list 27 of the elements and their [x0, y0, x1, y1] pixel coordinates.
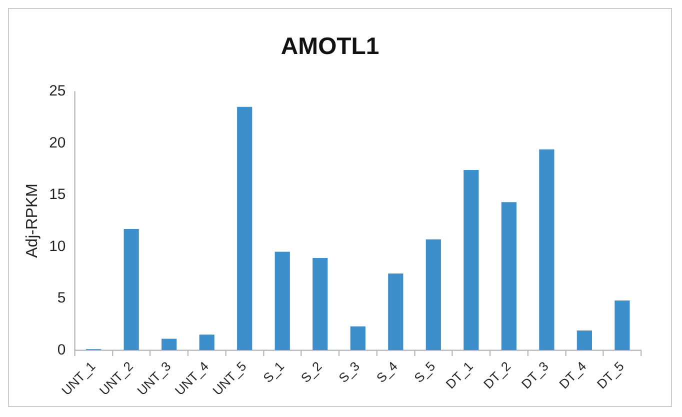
y-tick-label: 20 — [49, 134, 66, 152]
x-tick-label: S_2 — [298, 358, 325, 386]
bar — [576, 330, 592, 350]
x-tick-label: S_4 — [373, 358, 400, 386]
y-tick-label: 15 — [49, 186, 66, 203]
bar — [274, 252, 290, 350]
bar — [199, 334, 214, 350]
y-tick-label: 25 — [49, 82, 66, 100]
bar — [539, 149, 554, 350]
bar — [614, 300, 630, 350]
bar — [312, 258, 328, 350]
y-tick-label: 5 — [57, 290, 66, 306]
bar — [124, 229, 139, 350]
x-tick-label: S_1 — [260, 358, 288, 386]
x-tick-label: S_5 — [411, 358, 438, 386]
bar — [350, 326, 366, 350]
bar — [501, 202, 516, 350]
bar — [162, 338, 177, 350]
bar — [464, 170, 479, 350]
y-tick-label: 10 — [49, 238, 66, 255]
y-axis-title: Adj-RPKM — [24, 184, 41, 258]
chart-title: AMOTL1 — [280, 32, 380, 60]
bar — [388, 274, 404, 350]
y-tick-label: 0 — [57, 341, 66, 358]
bar — [237, 106, 252, 350]
x-tick-label: S_3 — [336, 358, 363, 386]
bar — [426, 239, 441, 350]
